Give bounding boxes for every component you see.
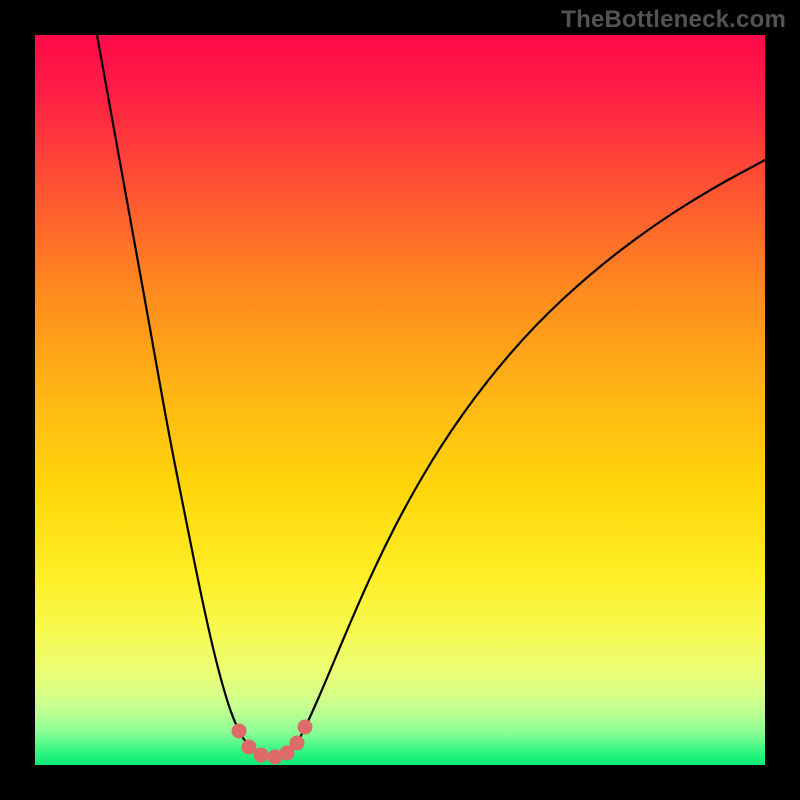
valley-marker: [232, 724, 246, 738]
chart-frame: TheBottleneck.com: [0, 0, 800, 800]
valley-marker: [242, 740, 256, 754]
valley-marker: [298, 720, 312, 734]
bottleneck-curve: [35, 35, 765, 765]
valley-markers: [232, 720, 312, 764]
valley-marker: [290, 736, 304, 750]
valley-marker: [254, 748, 268, 762]
plot-area: [35, 35, 765, 765]
watermark-text: TheBottleneck.com: [561, 6, 786, 34]
